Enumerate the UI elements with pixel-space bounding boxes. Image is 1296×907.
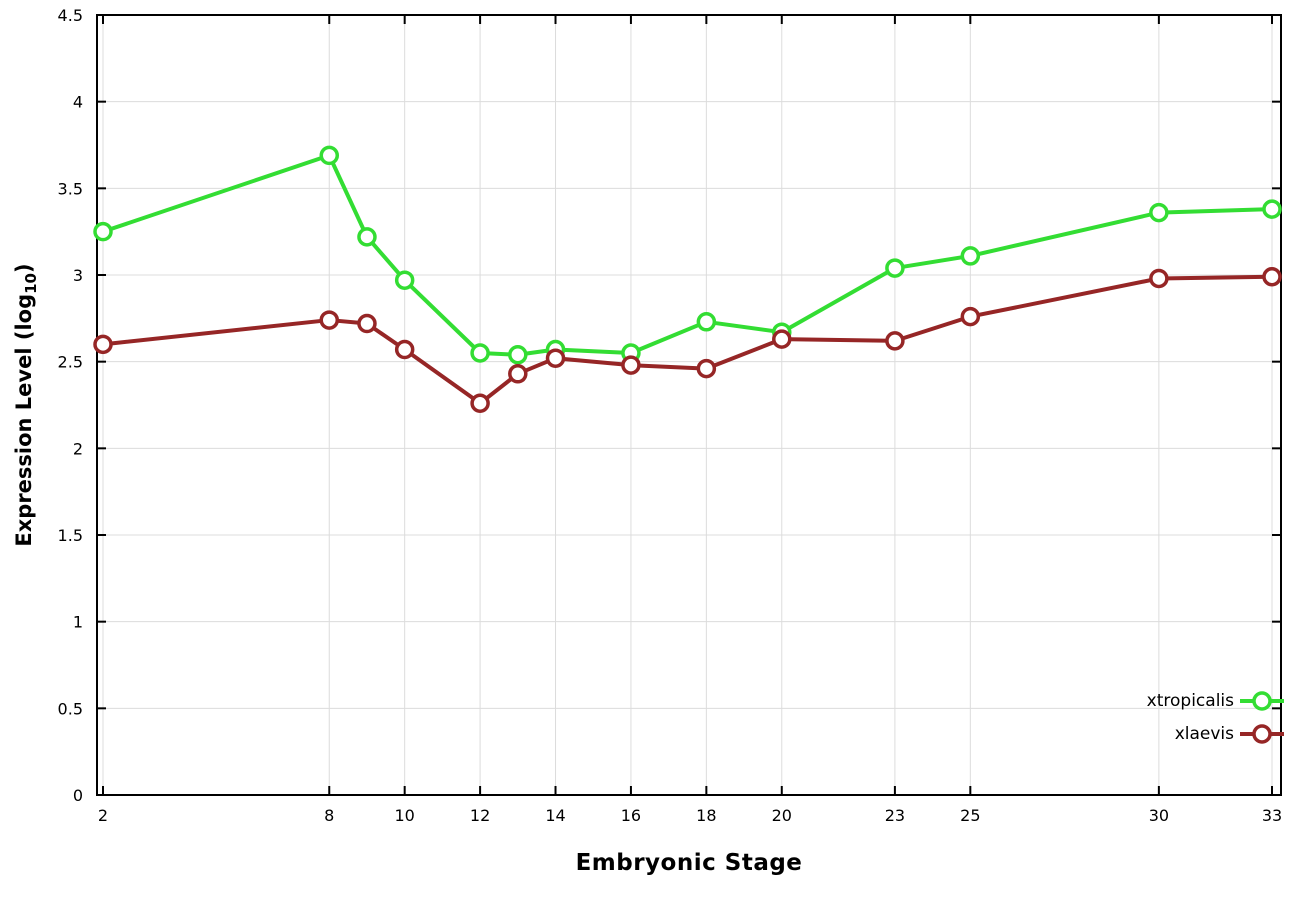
x-tick-label: 2	[98, 806, 108, 825]
y-axis-label-main: Expression Level (log	[12, 293, 36, 547]
data-point-xtropicalis	[319, 145, 340, 166]
legend-label-xlaevis: xlaevis	[1174, 724, 1234, 744]
x-tick-label: 23	[885, 806, 905, 825]
x-tick-label: 14	[545, 806, 565, 825]
x-tick-labels: 2 8 10 12 14 16 18 20 23 25 30 33	[98, 806, 1282, 825]
data-point-xlaevis	[93, 334, 113, 355]
plot-border	[96, 14, 1282, 796]
legend-marker-xlaevis	[1252, 724, 1272, 744]
data-point-xtropicalis	[1262, 199, 1282, 219]
x-tick-label: 8	[324, 806, 334, 825]
y-tick-label: 1	[73, 613, 83, 632]
y-tick-label: 0.5	[58, 699, 83, 718]
data-point-xtropicalis	[885, 258, 905, 278]
series-xlaevis	[93, 266, 1282, 414]
data-point-xlaevis	[696, 358, 717, 379]
y-tick-label: 3	[73, 266, 83, 285]
data-point-xlaevis	[772, 329, 792, 349]
x-tick-label: 16	[621, 806, 641, 825]
y-tick-label: 4	[73, 93, 83, 112]
data-point-xtropicalis	[357, 227, 377, 247]
y-axis-label-subscript: 10	[22, 273, 40, 294]
x-axis-label: Embryonic Stage	[575, 850, 803, 876]
data-point-xlaevis	[885, 331, 905, 351]
data-point-xlaevis	[621, 355, 641, 375]
y-tick-label: 2	[73, 439, 83, 458]
legend-label-xtropicalis: xtropicalis	[1146, 691, 1234, 711]
y-tick-label: 3.5	[58, 179, 83, 198]
x-tick-label: 33	[1262, 806, 1282, 825]
data-point-xlaevis	[545, 348, 566, 368]
data-point-xlaevis	[1149, 268, 1169, 289]
series-xtropicalis	[93, 145, 1282, 365]
y-tick-labels: 0 0.5 1 1.5 2 2.5 3 3.5 4 4.5	[58, 6, 83, 805]
x-tick-label: 20	[772, 806, 792, 825]
data-point-xlaevis	[1262, 266, 1282, 287]
data-point-xlaevis	[508, 364, 528, 384]
data-point-xtropicalis	[696, 312, 717, 332]
data-point-xlaevis	[470, 393, 490, 414]
y-tick-label: 1.5	[58, 526, 83, 545]
grid-lines	[97, 15, 1281, 795]
data-point-xtropicalis	[508, 344, 528, 365]
legend-keys	[1240, 691, 1284, 744]
data-point-xlaevis	[394, 339, 415, 360]
y-tick-label: 0	[73, 786, 83, 805]
data-point-xtropicalis	[470, 343, 490, 363]
legend: xtropicalis xlaevis	[1147, 690, 1234, 756]
data-point-xtropicalis	[93, 221, 113, 242]
y-tick-label: 4.5	[58, 6, 83, 25]
x-tick-label: 18	[696, 806, 716, 825]
x-tick-label: 30	[1149, 806, 1169, 825]
data-point-xtropicalis	[960, 246, 981, 266]
tick-marks	[97, 14, 1281, 796]
legend-marker-xtropicalis	[1252, 691, 1272, 711]
y-tick-label: 2.5	[58, 353, 83, 372]
data-point-xtropicalis	[1149, 202, 1169, 223]
data-point-xtropicalis	[394, 270, 415, 290]
y-axis-label: Expression Level (log10)	[12, 195, 40, 615]
y-axis-label-close: )	[12, 263, 36, 273]
x-tick-label: 12	[470, 806, 490, 825]
data-point-xlaevis	[319, 310, 340, 330]
data-point-xlaevis	[357, 313, 377, 334]
x-tick-label: 25	[960, 806, 980, 825]
data-point-xlaevis	[960, 306, 981, 327]
x-tick-label: 10	[394, 806, 414, 825]
series-line-xlaevis	[101, 274, 1274, 406]
